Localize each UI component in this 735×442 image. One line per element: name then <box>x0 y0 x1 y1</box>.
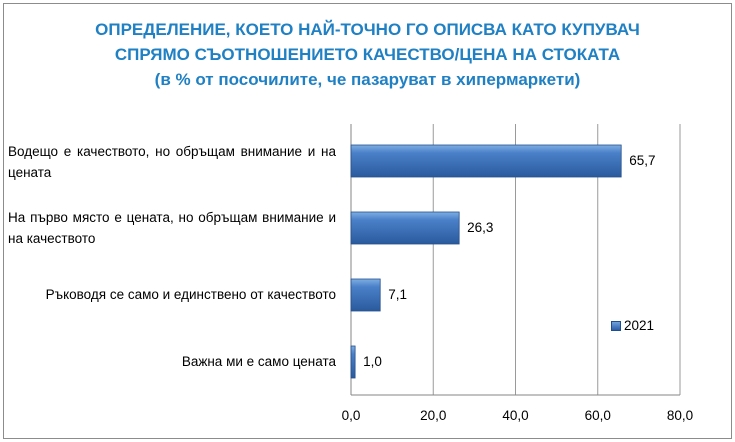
bar <box>350 211 460 245</box>
x-tick-label: 80,0 <box>666 408 694 423</box>
legend-swatch <box>611 320 621 331</box>
bar <box>350 345 356 379</box>
data-label: 1,0 <box>363 354 382 369</box>
category-label: Важна ми е само цената <box>181 354 336 369</box>
data-label: 65,7 <box>629 153 656 168</box>
x-tick-label: 60,0 <box>584 408 611 423</box>
chart-subtitle: (в % от посочилите, че пазаруват в хипер… <box>154 70 581 89</box>
bar <box>350 278 381 312</box>
chart-title-line-2: СПРЯМО СЪОТНОШЕНИЕТО КАЧЕСТВО/ЦЕНА НА СТ… <box>114 45 621 64</box>
x-tick-label: 40,0 <box>502 408 529 423</box>
x-tick-label: 20,0 <box>420 408 447 423</box>
category-label: Ръководя се само и единствено от качеств… <box>45 287 336 302</box>
category-label: Водещо е качеството, но обръщам внимание… <box>8 144 336 180</box>
x-tick-label: 0,0 <box>341 408 361 423</box>
legend-label: 2021 <box>624 318 655 333</box>
data-label: 26,3 <box>467 220 494 235</box>
category-label: На първо място е цената, но обръщам вним… <box>8 210 336 246</box>
chart-title-line-1: ОПРЕДЕЛЕНИЕ, КОЕТО НАЙ-ТОЧНО ГО ОПИСВА К… <box>95 20 640 39</box>
legend: 2021 <box>611 318 654 333</box>
bar <box>350 144 622 178</box>
data-label: 7,1 <box>388 287 407 302</box>
